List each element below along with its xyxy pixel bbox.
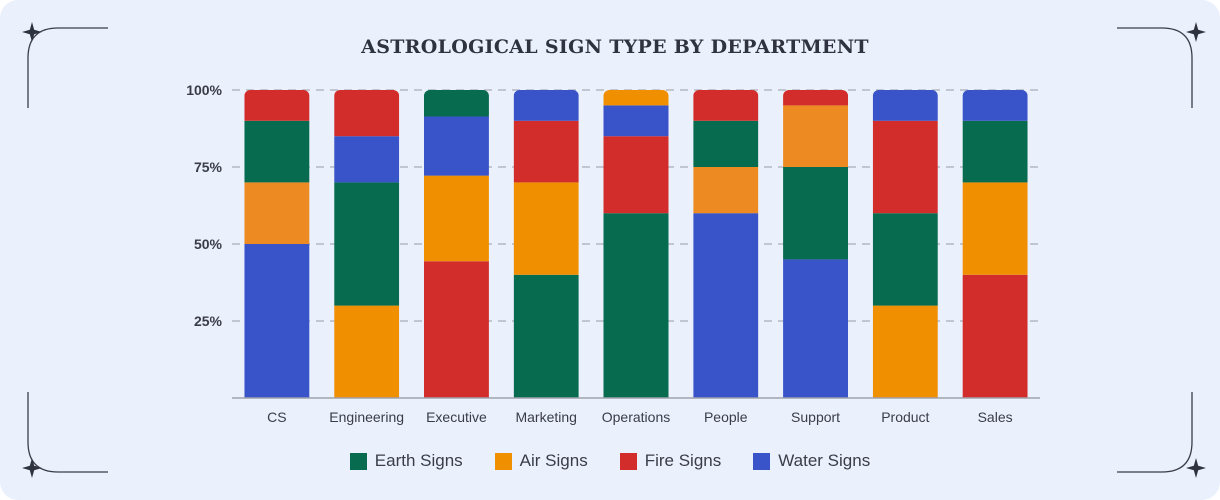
bar-stack-operations (603, 90, 669, 398)
legend-item: Earth Signs (349, 451, 463, 471)
bar-segment (693, 90, 759, 121)
bar-segment (693, 167, 759, 214)
x-tick-label: Product (881, 409, 929, 425)
bar-segment (334, 90, 400, 137)
bar-segment (513, 90, 579, 121)
bar-segment (603, 90, 669, 106)
bar-segment (872, 90, 938, 121)
bar-segment (423, 261, 489, 398)
bar-segment (962, 120, 1028, 183)
x-tick-label: People (704, 409, 748, 425)
bar-segment (244, 90, 310, 121)
bar-stack-support (783, 90, 849, 398)
bar-segment (962, 90, 1028, 121)
legend-item: Air Signs (494, 451, 588, 471)
chart-title: ASTROLOGICAL SIGN TYPE BY DEPARTMENT (361, 36, 869, 58)
bar-stack-product (872, 90, 938, 398)
bar-stack-sales (962, 90, 1028, 398)
bar-stack-executive (423, 90, 489, 398)
bar-segment (962, 182, 1028, 275)
bar-stack-people (693, 90, 759, 398)
bar-segment (783, 90, 849, 106)
x-tick-label: Engineering (329, 409, 404, 425)
bar-segment (603, 136, 669, 214)
x-tick-label: Marketing (515, 409, 576, 425)
y-tick-label: 100% (186, 82, 222, 98)
bar-segment (244, 244, 310, 398)
bar-segment (513, 120, 579, 183)
sparkle-icon (22, 458, 42, 478)
y-tick-label: 50% (194, 236, 223, 252)
sparkle-icon (1186, 22, 1206, 42)
bar-segment (244, 120, 310, 183)
bar-segment (513, 274, 579, 398)
legend-swatch (494, 452, 512, 470)
bar-stack-marketing (513, 90, 579, 398)
chart-plot-area: 25% 50% 75% 100% CS Engineering Executive Marke… (186, 82, 1040, 425)
bar-segment (603, 213, 669, 398)
bar-segment (872, 305, 938, 398)
legend-swatch (619, 452, 637, 470)
legend-item: Water Signs (753, 451, 870, 471)
bar-segment (783, 105, 849, 167)
y-tick-label: 75% (194, 159, 223, 175)
x-tick-label: CS (267, 409, 286, 425)
chart-legend: Earth Signs Air Signs Fire Signs Water Sign… (0, 451, 1220, 471)
legend-label: Earth Signs (374, 451, 463, 470)
bar-segment (244, 182, 310, 244)
legend-label: Water Signs (778, 451, 871, 470)
bar-segment (513, 182, 579, 275)
legend-item: Fire Signs (619, 451, 722, 471)
y-tick-label: 25% (194, 313, 223, 329)
x-tick-label: Operations (602, 409, 670, 425)
bar-segment (693, 120, 759, 167)
x-tick-label: Sales (978, 409, 1013, 425)
sparkle-icon (22, 22, 42, 42)
x-tick-label: Executive (426, 409, 487, 425)
bar-segment (872, 213, 938, 306)
bar-stack-cs (244, 90, 310, 398)
bar-stack-engineering (334, 90, 400, 398)
legend-label: Air Signs (519, 451, 588, 470)
sparkle-icon (1186, 458, 1206, 478)
bar-segment (423, 90, 489, 117)
bar-segment (693, 213, 759, 398)
bar-segment (783, 259, 849, 398)
legend-swatch (753, 452, 771, 470)
bar-segment (603, 105, 669, 137)
x-tick-label: Support (791, 409, 840, 425)
bar-segment (334, 136, 400, 183)
legend-swatch (349, 452, 367, 470)
legend-label: Fire Signs (644, 451, 722, 470)
bar-segment (872, 120, 938, 214)
bar-segment (962, 274, 1028, 398)
bar-segment (334, 305, 400, 398)
bar-segment (334, 182, 400, 306)
bar-segment (423, 175, 489, 262)
bar-segment (423, 116, 489, 176)
bar-segment (783, 167, 849, 260)
